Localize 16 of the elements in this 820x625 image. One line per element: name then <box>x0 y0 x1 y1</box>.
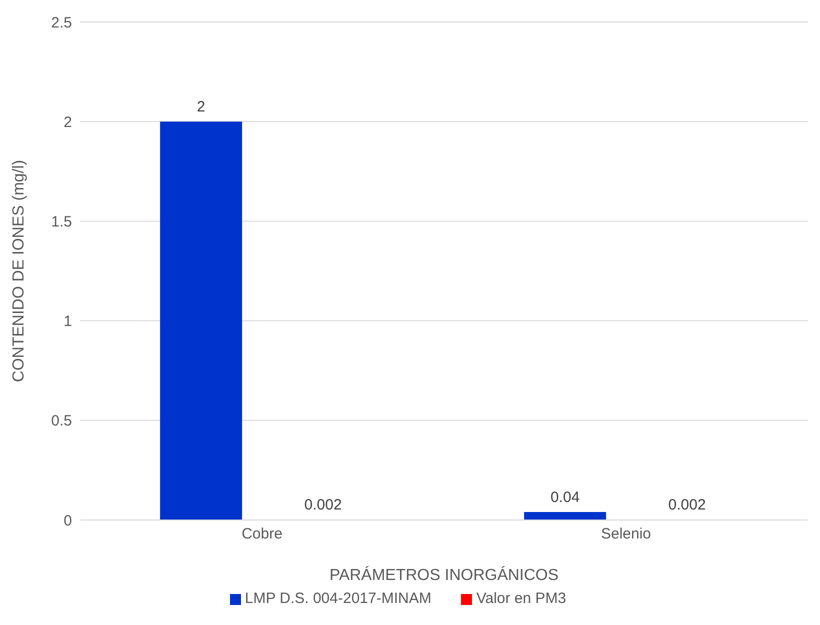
y-tick-label: 0.5 <box>51 412 72 430</box>
legend-label: Valor en PM3 <box>476 590 566 607</box>
y-tick-label: 1 <box>64 313 72 330</box>
y-tick-label: 0 <box>64 512 72 530</box>
data-label: 0.04 <box>550 489 580 506</box>
data-label: 0.002 <box>304 496 342 514</box>
data-label: 2 <box>196 98 206 116</box>
y-tick-label: 1.5 <box>51 214 72 231</box>
x-axis-title: PARÁMETROS INORGÁNICOS <box>329 566 559 584</box>
y-axis-title: CONTENIDO DE IONES (mg/l) <box>10 160 28 382</box>
legend-label: LMP D.S. 004-2017-MINAM <box>244 590 432 607</box>
x-tick-label: Selenio <box>600 526 652 543</box>
y-tick-label: 2 <box>64 114 72 131</box>
y-tick-label: 2.5 <box>51 14 72 32</box>
data-label: 0.002 <box>668 496 706 514</box>
x-tick-label: Cobre <box>242 526 282 543</box>
